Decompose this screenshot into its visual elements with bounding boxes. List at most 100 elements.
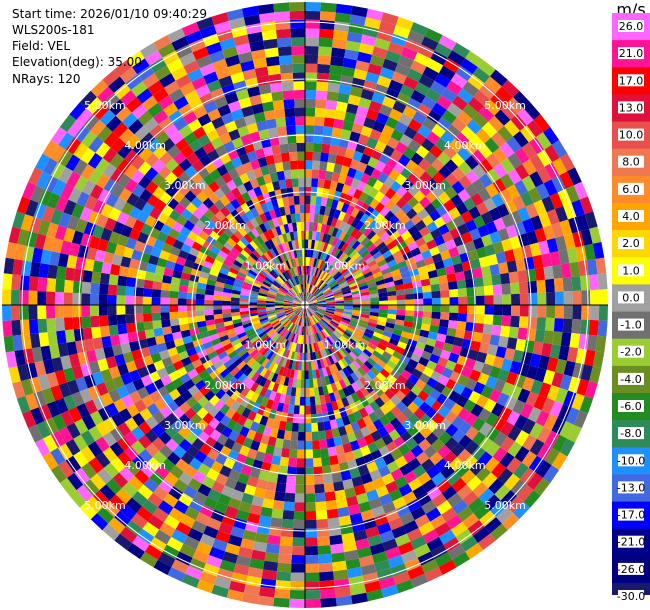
gate-cell [261,242,270,252]
gate-cell [300,317,303,327]
gate-cell [259,287,269,293]
gate-cell [105,241,118,254]
gate-cell [443,145,458,160]
gate-cell [148,254,159,266]
gate-cell [405,305,415,311]
gate-cell [525,391,539,407]
gate-cell [197,113,212,127]
gate-cell [354,399,365,411]
gate-cell [382,144,395,157]
gate-cell [113,398,127,413]
gate-cell [499,142,515,158]
gate-cell [340,285,350,291]
gate-cell [209,50,225,64]
gate-cell [319,394,326,405]
gate-cell [16,196,31,215]
gate-cell [360,337,370,346]
gate-cell [156,386,169,399]
gate-cell [402,349,414,359]
gate-cell [318,562,333,573]
gate-cell [317,321,325,330]
gate-cell [287,291,296,298]
gate-cell [335,371,343,381]
gate-cell [315,404,323,414]
gate-cell [323,314,333,321]
gate-cell [483,398,497,413]
gate-cell [324,327,332,336]
gate-cell [328,225,335,236]
gate-cell [187,384,200,397]
gate-cell [274,345,281,355]
gate-cell [360,236,370,247]
gate-cell [305,361,309,371]
gate-cell [159,522,176,537]
gate-cell [393,25,411,39]
gate-cell [253,167,263,179]
gate-cell [388,488,403,502]
gate-cell [327,153,337,164]
gate-cell [399,214,411,225]
gate-cell [326,298,335,302]
gate-cell [341,415,351,426]
gate-cell [379,206,391,218]
gate-cell [305,563,319,573]
gate-cell [159,405,172,419]
gate-cell [259,213,268,224]
gate-cell [393,278,404,286]
gate-cell [326,336,334,346]
gate-cell [360,153,371,165]
gate-cell [392,328,403,337]
gate-cell [237,348,248,358]
gate-cell [258,256,267,265]
gate-cell [190,425,203,438]
gate-cell [222,287,233,294]
gate-cell [117,173,131,188]
gate-cell [457,374,470,387]
gate-cell [172,151,187,165]
gate-cell [305,81,317,91]
gate-cell [356,278,367,285]
gate-cell [348,249,358,259]
gate-cell [316,294,325,300]
gate-cell [237,183,248,195]
gate-cell [369,247,380,257]
gate-cell [595,335,607,353]
gate-cell [308,370,313,380]
gate-cell [178,438,192,452]
gate-cell [430,80,447,96]
gate-cell [543,126,560,145]
gate-cell [290,19,305,29]
gate-cell [276,311,285,316]
gate-cell [390,406,402,418]
gate-cell [291,333,296,343]
gate-cell [321,284,329,292]
gate-cell [322,328,330,337]
gate-cell [308,306,317,312]
gate-cell [185,30,203,45]
gate-cell [127,331,138,343]
gate-cell [484,99,501,116]
gate-cell [187,316,197,324]
gate-cell [254,261,263,270]
gate-cell [178,196,191,209]
gate-cell [99,109,116,126]
gate-cell [285,421,293,432]
gate-cell [489,366,502,379]
gate-cell [184,419,197,433]
gate-cell [105,402,119,417]
gate-cell [267,238,276,249]
gate-cell [239,153,250,165]
gate-cell [353,230,363,241]
gate-cell [324,292,334,298]
gate-cell [517,484,534,502]
gate-cell [132,454,147,470]
gate-cell [306,293,311,302]
gate-cell [103,178,118,194]
gate-cell [283,376,290,387]
gate-cell [88,168,103,185]
gate-cell [326,325,335,333]
gate-cell [92,371,105,386]
gate-cell [305,537,318,547]
gate-cell [57,342,69,357]
gate-cell [310,405,317,415]
